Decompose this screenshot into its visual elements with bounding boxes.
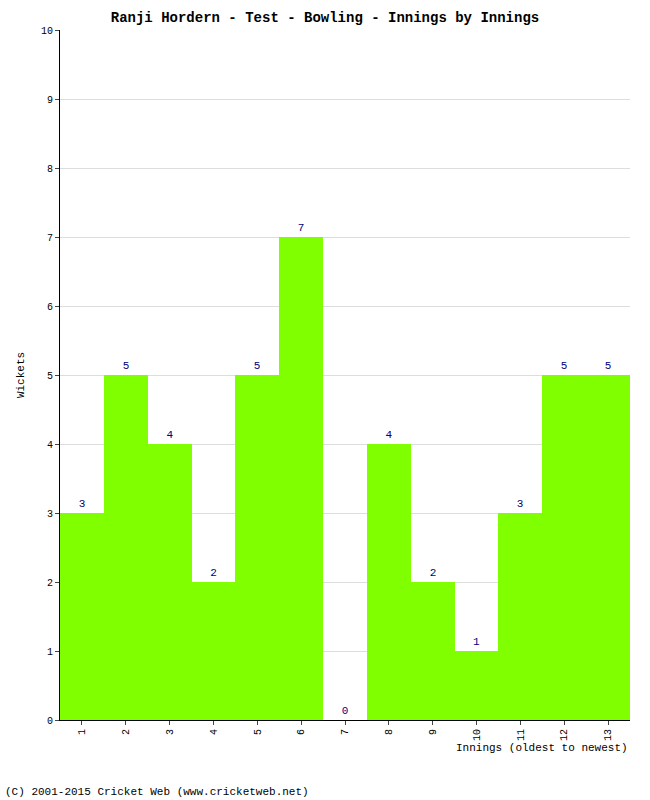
svg-text:Innings (oldest to newest): Innings (oldest to newest)	[456, 742, 628, 754]
svg-text:11: 11	[516, 729, 527, 741]
svg-text:6: 6	[47, 302, 53, 313]
svg-text:3: 3	[165, 729, 176, 735]
svg-text:8: 8	[384, 729, 395, 735]
svg-text:12: 12	[559, 729, 570, 741]
svg-text:4: 4	[167, 429, 174, 441]
svg-text:7: 7	[298, 222, 305, 234]
svg-text:10: 10	[472, 729, 483, 741]
svg-text:4: 4	[209, 729, 220, 735]
svg-text:2: 2	[430, 567, 437, 579]
svg-text:2: 2	[210, 567, 217, 579]
svg-text:9: 9	[428, 729, 439, 735]
svg-text:1: 1	[47, 647, 53, 658]
svg-text:(C) 2001-2015 Cricket Web (www: (C) 2001-2015 Cricket Web (www.cricketwe…	[5, 786, 309, 798]
svg-text:10: 10	[41, 26, 53, 37]
svg-text:4: 4	[386, 429, 393, 441]
svg-text:4: 4	[47, 440, 53, 451]
svg-text:9: 9	[47, 95, 53, 106]
svg-text:3: 3	[47, 509, 53, 520]
svg-text:5: 5	[47, 371, 53, 382]
svg-text:5: 5	[123, 360, 130, 372]
svg-text:8: 8	[47, 164, 53, 175]
svg-text:2: 2	[47, 578, 53, 589]
svg-text:Wickets: Wickets	[15, 352, 27, 398]
svg-text:3: 3	[517, 498, 524, 510]
svg-text:3: 3	[79, 498, 86, 510]
svg-text:5: 5	[605, 360, 612, 372]
svg-text:13: 13	[603, 729, 614, 741]
svg-text:7: 7	[340, 729, 351, 735]
svg-text:0: 0	[47, 716, 53, 727]
svg-text:5: 5	[561, 360, 568, 372]
svg-text:6: 6	[296, 729, 307, 735]
svg-text:2: 2	[121, 729, 132, 735]
svg-text:1: 1	[77, 729, 88, 735]
svg-text:5: 5	[254, 360, 261, 372]
svg-text:0: 0	[342, 705, 349, 717]
svg-text:Ranji Hordern - Test - Bowling: Ranji Hordern - Test - Bowling - Innings…	[111, 10, 539, 26]
svg-text:1: 1	[473, 636, 480, 648]
svg-text:7: 7	[47, 233, 53, 244]
svg-text:5: 5	[253, 729, 264, 735]
